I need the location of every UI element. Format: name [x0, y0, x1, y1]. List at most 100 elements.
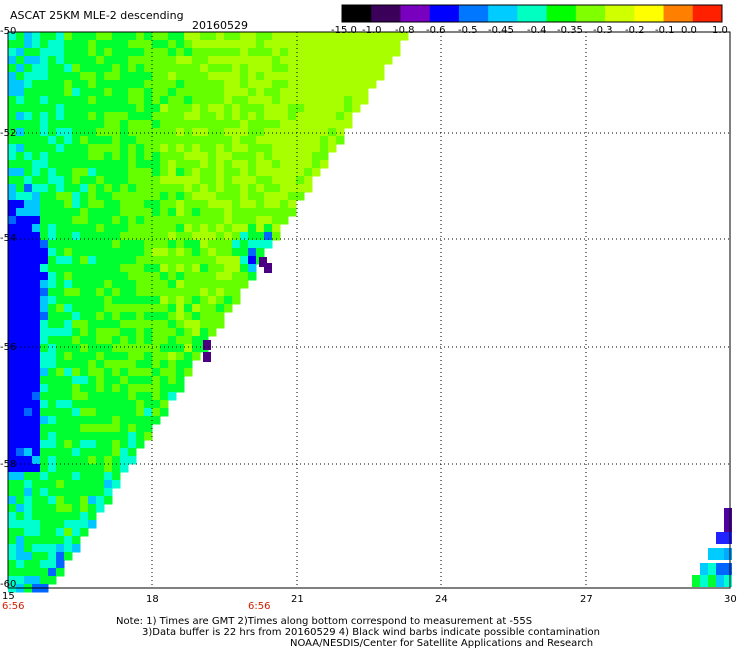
swath-cell: [216, 104, 225, 113]
swath-cell: [240, 104, 249, 113]
swath-cell: [184, 328, 193, 337]
swath-cell: [104, 104, 113, 113]
swath-cell: [312, 32, 321, 41]
swath-cell: [320, 64, 329, 73]
swath-cell: [192, 200, 201, 209]
swath-cell: [120, 280, 129, 289]
swath-cell: [56, 512, 65, 521]
swath-cell: [312, 120, 321, 129]
swath-cell: [8, 72, 17, 81]
swath-cell: [168, 344, 177, 353]
swath-cell: [40, 312, 49, 321]
swath-cell: [272, 152, 281, 161]
swath-cell: [184, 256, 193, 265]
swath-cell: [240, 280, 249, 289]
swath-cell: [208, 320, 217, 329]
swath-cell: [312, 168, 321, 177]
swath-cell: [8, 176, 17, 185]
swath-cell: [64, 136, 73, 145]
swath-cell: [176, 72, 185, 81]
swath-cell: [296, 112, 305, 121]
swath-cell: [208, 176, 217, 185]
colorbar-label: -0.35: [557, 25, 583, 36]
swath-cell: [184, 264, 193, 273]
swath-cell: [96, 456, 105, 465]
swath-cell: [104, 440, 113, 449]
swath-cell: [368, 80, 377, 89]
swath-cell: [32, 88, 41, 97]
swath-cell: [128, 56, 137, 65]
swath-cell: [48, 168, 57, 177]
swath-cell: [104, 384, 113, 393]
swath-cell: [32, 120, 41, 129]
swath-cell: [144, 160, 153, 169]
swath-cell: [88, 424, 97, 433]
swath-cell: [304, 144, 313, 153]
swath-cell: [144, 152, 153, 161]
swath-cell: [304, 64, 313, 73]
swath-cell: [24, 336, 33, 345]
swath-cell: [104, 88, 113, 97]
swath-cell: [96, 408, 105, 417]
swath-cell: [136, 128, 145, 137]
swath-cell: [152, 304, 161, 313]
swath-cell: [176, 48, 185, 57]
swath-cell: [176, 88, 185, 97]
swath-cell: [160, 256, 169, 265]
swath-cell: [208, 104, 217, 113]
swath-cell: [24, 152, 33, 161]
swath-cell: [144, 200, 153, 209]
swath-cell: [248, 224, 257, 233]
swath-cell: [72, 352, 81, 361]
swath-cell: [120, 376, 129, 385]
swath-cell: [80, 376, 89, 385]
swath-cell: [16, 144, 25, 153]
swath-cell: [56, 240, 65, 249]
swath-cell: [208, 296, 217, 305]
swath-cell: [112, 152, 121, 161]
swath-cell: [144, 72, 153, 81]
swath-cell: [312, 80, 321, 89]
swath-cell: [256, 88, 265, 97]
swath-cell: [168, 56, 177, 65]
swath-cell: [184, 136, 193, 145]
swath-cell: [120, 264, 129, 273]
swath-cell: [224, 176, 233, 185]
swath-cell: [224, 88, 233, 97]
swath-cell: [208, 56, 217, 65]
swath-cell: [152, 376, 161, 385]
swath-cell: [144, 384, 153, 393]
swath-cell: [152, 240, 161, 249]
swath-cell: [192, 96, 201, 105]
swath-cell: [72, 128, 81, 137]
swath-cell: [128, 160, 137, 169]
swath-cell: [16, 400, 25, 409]
swath-cell: [40, 416, 49, 425]
swath-cell: [48, 216, 57, 225]
swath-cell: [160, 208, 169, 217]
swath-cell: [200, 128, 209, 137]
swath-cell: [56, 528, 65, 537]
swath-cell: [32, 160, 41, 169]
swath-cell: [168, 304, 177, 313]
swath-cell: [216, 264, 225, 273]
swath-cell: [56, 216, 65, 225]
swath-cell: [112, 272, 121, 281]
swath-cell: [160, 144, 169, 153]
swath-cell: [64, 152, 73, 161]
swath-cell: [248, 80, 257, 89]
swath-cell: [232, 136, 241, 145]
swath-cell: [152, 328, 161, 337]
swath-cell: [32, 104, 41, 113]
swath-cell: [184, 48, 193, 57]
swath-cell: [200, 320, 209, 329]
swath-cell: [304, 112, 313, 121]
swath-cell: [248, 248, 257, 257]
swath-cell: [48, 64, 57, 73]
swath-cell: [144, 352, 153, 361]
swath-cell: [48, 280, 57, 289]
swath-cell: [80, 392, 89, 401]
swath-cell: [176, 240, 185, 249]
swath-cell: [88, 40, 97, 49]
swath-cell: [48, 32, 57, 41]
